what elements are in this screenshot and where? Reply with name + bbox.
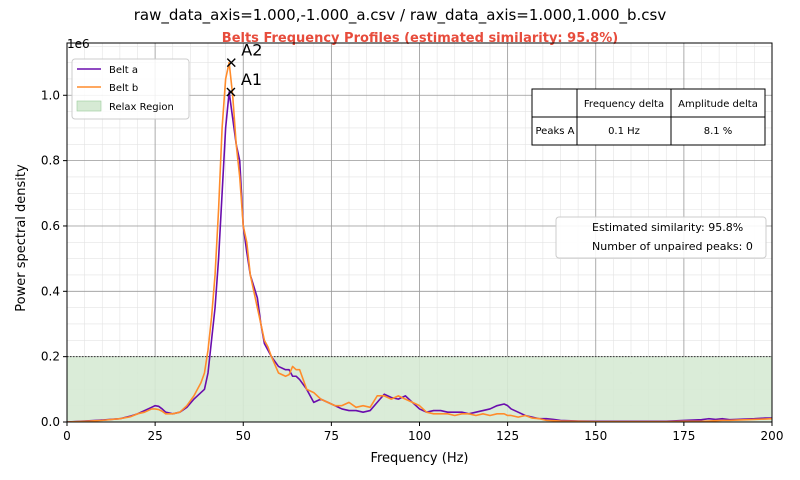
- legend-label-belt-b: Belt b: [109, 83, 138, 94]
- x-tick-label: 75: [324, 429, 339, 443]
- peak-table-amplitude-delta: 8.1 %: [704, 126, 733, 137]
- series-line-belt-b: [67, 61, 772, 422]
- peak-table-frequency-delta: 0.1 Hz: [608, 126, 640, 137]
- info-similarity: Estimated similarity: 95.8%: [592, 221, 743, 234]
- info-box-frame: [555, 216, 767, 259]
- series-group: [67, 61, 772, 422]
- x-tick-label: 150: [584, 429, 607, 443]
- info-unpaired-peaks: Number of unpaired peaks: 0: [592, 240, 753, 253]
- relax-region: [67, 356, 772, 422]
- x-tick-label: 200: [761, 429, 784, 443]
- y-multiplier: 1e6: [67, 37, 90, 51]
- legend-label-relax: Relax Region: [109, 102, 174, 113]
- x-tick-label: 50: [236, 429, 251, 443]
- x-tick-label: 125: [496, 429, 519, 443]
- peak-table-header-amplitude: Amplitude delta: [678, 99, 758, 110]
- peak-marker-a2: [226, 58, 236, 68]
- x-axis-ticks: 0 25 50 75 100 125 150 175 200: [63, 422, 783, 443]
- y-tick-label: 1.0: [41, 88, 60, 102]
- y-tick-label: 0.4: [41, 284, 60, 298]
- x-axis-label: Frequency (Hz): [370, 451, 468, 466]
- y-axis-ticks: 0.0 0.2 0.4 0.6 0.8 1.0: [41, 88, 67, 429]
- x-tick-label: 100: [408, 429, 431, 443]
- peak-marker-a1: [226, 87, 236, 97]
- y-axis-label: Power spectral density: [14, 164, 29, 312]
- y-tick-label: 0.0: [41, 415, 60, 429]
- peak-table-row-label: Peaks A: [536, 126, 575, 137]
- y-tick-label: 0.8: [41, 154, 60, 168]
- peak-table: Frequency delta Amplitude delta Peaks A …: [531, 88, 766, 146]
- peak-markers: A1 A2: [226, 41, 262, 97]
- chart-title: Belts Frequency Profiles (estimated simi…: [221, 31, 619, 46]
- x-tick-label: 0: [63, 429, 71, 443]
- peak-label-a1: A1: [241, 70, 262, 89]
- y-tick-label: 0.6: [41, 219, 60, 233]
- relax-region-fill: [67, 356, 772, 422]
- y-tick-label: 0.2: [41, 350, 60, 364]
- peak-table-header-frequency: Frequency delta: [584, 99, 664, 110]
- x-tick-label: 25: [147, 429, 162, 443]
- legend-patch-relax: [76, 100, 102, 112]
- x-tick-label: 175: [672, 429, 695, 443]
- figure-suptitle: raw_data_axis=1.000,-1.000_a.csv / raw_d…: [133, 6, 667, 24]
- legend-label-belt-a: Belt a: [109, 65, 138, 76]
- similarity-info-box: Estimated similarity: 95.8% Number of un…: [555, 216, 767, 259]
- legend: Belt a Belt b Relax Region: [71, 58, 190, 120]
- peak-label-a2: A2: [241, 41, 262, 60]
